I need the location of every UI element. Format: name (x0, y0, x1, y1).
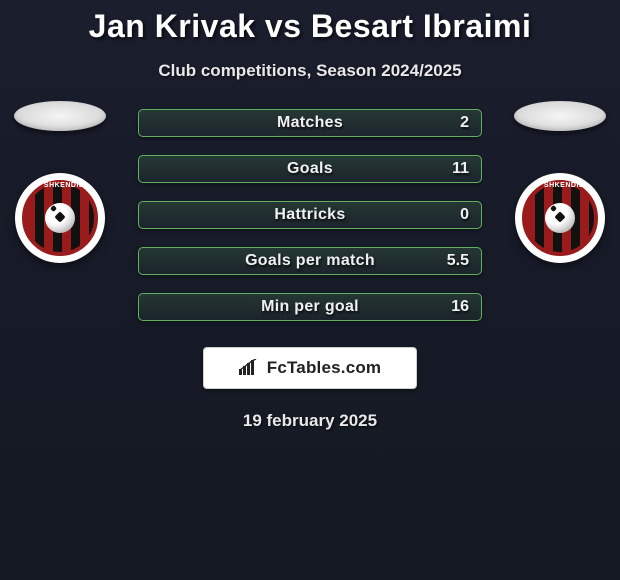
stat-label: Goals (287, 160, 333, 178)
stat-label: Goals per match (245, 252, 375, 270)
player-right-column: KF SHKENDIJA (510, 101, 610, 263)
brand-text: FcTables.com (267, 358, 382, 378)
player-left-column: KF SHKENDIJA (10, 101, 110, 263)
stat-value: 5.5 (447, 252, 469, 270)
brand-attribution[interactable]: FcTables.com (203, 347, 417, 389)
stat-value: 11 (452, 160, 469, 178)
player-right-club-badge: KF SHKENDIJA (515, 173, 605, 263)
soccer-ball-icon (45, 203, 75, 233)
page-title: Jan Krivak vs Besart Ibraimi (0, 8, 620, 45)
stat-value: 2 (460, 114, 469, 132)
stat-row-matches: Matches 2 (138, 109, 482, 137)
stat-row-hattricks: Hattricks 0 (138, 201, 482, 229)
bar-chart-icon (239, 359, 261, 377)
stat-value: 0 (460, 206, 469, 224)
stat-value: 16 (451, 298, 469, 316)
stat-row-goals-per-match: Goals per match 5.5 (138, 247, 482, 275)
season-subtitle: Club competitions, Season 2024/2025 (0, 61, 620, 81)
snapshot-date: 19 february 2025 (0, 411, 620, 431)
stats-list: Matches 2 Goals 11 Hattricks 0 Goals per… (138, 109, 482, 321)
soccer-ball-icon (545, 203, 575, 233)
badge-left-text: KF SHKENDIJA (26, 182, 94, 189)
stat-label: Hattricks (274, 206, 345, 224)
badge-right-text: KF SHKENDIJA (526, 182, 594, 189)
player-left-club-badge: KF SHKENDIJA (15, 173, 105, 263)
stat-label: Matches (277, 114, 343, 132)
main-area: KF SHKENDIJA KF SHKENDIJA Matches 2 Goal… (0, 109, 620, 431)
comparison-card: Jan Krivak vs Besart Ibraimi Club compet… (0, 0, 620, 431)
stat-row-goals: Goals 11 (138, 155, 482, 183)
stat-row-min-per-goal: Min per goal 16 (138, 293, 482, 321)
player-right-avatar (514, 101, 606, 131)
player-left-avatar (14, 101, 106, 131)
stat-label: Min per goal (261, 298, 359, 316)
